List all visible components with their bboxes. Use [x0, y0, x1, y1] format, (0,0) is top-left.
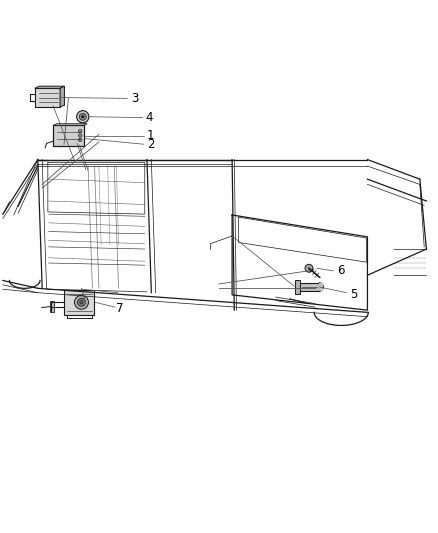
Circle shape [78, 298, 85, 306]
Circle shape [80, 301, 83, 304]
Text: 4: 4 [146, 111, 153, 124]
Text: 1: 1 [147, 129, 155, 142]
Circle shape [305, 264, 313, 272]
Bar [294, 280, 300, 294]
Circle shape [78, 130, 82, 133]
Polygon shape [319, 282, 323, 292]
Text: 5: 5 [350, 288, 357, 301]
Bar [53, 125, 84, 146]
Circle shape [78, 138, 82, 142]
Circle shape [79, 113, 86, 120]
Text: 3: 3 [131, 92, 138, 106]
Text: 6: 6 [337, 264, 344, 277]
Polygon shape [53, 124, 87, 125]
Bar [49, 302, 54, 312]
Circle shape [78, 134, 82, 138]
Polygon shape [35, 88, 60, 107]
Bar [64, 289, 94, 315]
Bar [298, 282, 319, 292]
Circle shape [74, 295, 88, 309]
Polygon shape [35, 86, 64, 88]
Circle shape [77, 111, 89, 123]
Text: 2: 2 [147, 138, 155, 151]
Circle shape [81, 116, 84, 118]
Text: 7: 7 [117, 302, 124, 316]
Polygon shape [60, 86, 64, 107]
